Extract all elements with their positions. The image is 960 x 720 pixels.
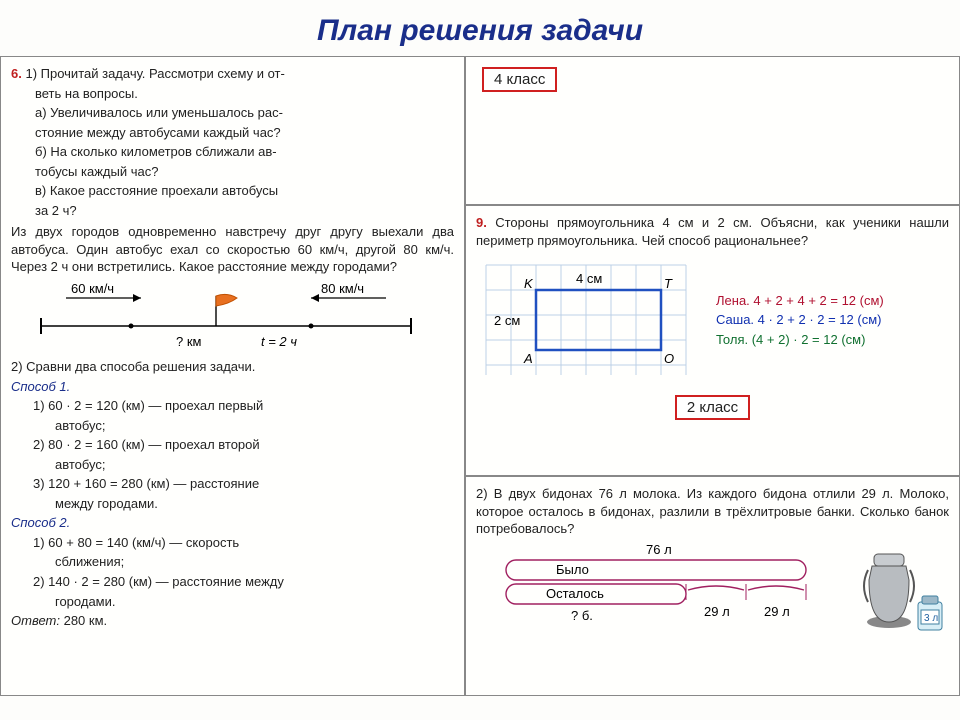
task6-line2: 2) Сравни два способа решения задачи. (11, 358, 454, 376)
speed2-label: 80 км/ч (321, 281, 364, 296)
solutions-block: Способ 1. 1) 60 · 2 = 120 (км) — проехал… (11, 378, 454, 630)
m1-1a: 1) 60 · 2 = 120 (км) — проехал первый (33, 397, 454, 415)
task6-number: 6. (11, 66, 22, 81)
rectangle-diagram: 4 см 2 см K T A O (476, 255, 706, 385)
svg-text:3 л: 3 л (924, 613, 938, 624)
answer-value: 280 км. (64, 613, 108, 628)
task6-b1: б) На сколько километров сближали ав- (11, 143, 454, 161)
task6-line1b: веть на вопросы. (11, 85, 454, 103)
svg-text:? б.: ? б. (571, 608, 593, 623)
task6-a2: стояние между автобусами каждый час? (11, 124, 454, 142)
m2-2b: городами. (55, 593, 454, 611)
page-title: План решения задачи (0, 0, 960, 56)
milk-body: В двух бидонах 76 л молока. Из каждого б… (476, 486, 949, 536)
task6-b2: тобусы каждый час? (11, 163, 454, 181)
svg-text:29 л: 29 л (704, 604, 730, 619)
task9-number: 9. (476, 215, 487, 230)
svg-text:76 л: 76 л (646, 542, 672, 557)
milk-task-panel: 2) В двух бидонах 76 л молока. Из каждог… (465, 476, 960, 696)
time-label: t = 2 ч (261, 334, 297, 349)
m1-3b: между городами. (55, 495, 454, 513)
dist-label: ? км (176, 334, 202, 349)
right-top-panel: 4 класс (465, 56, 960, 205)
task6-c1: в) Какое расстояние проехали автобусы (11, 182, 454, 200)
m1-3a: 3) 120 + 160 = 280 (км) — расстояние (33, 475, 454, 493)
sasha-answer: Саша. 4 · 2 + 2 · 2 = 12 (см) (716, 311, 884, 329)
svg-text:A: A (523, 351, 533, 366)
student-answers: Лена. 4 + 2 + 4 + 2 = 12 (см) Саша. 4 · … (716, 290, 884, 351)
milk-can-icon: 3 л (854, 540, 949, 640)
grade4-badge: 4 класс (482, 67, 557, 92)
m1-1b: автобус; (55, 417, 454, 435)
m1-2a: 2) 80 · 2 = 160 (км) — проехал второй (33, 436, 454, 454)
svg-text:Было: Было (556, 562, 589, 577)
speed1-label: 60 км/ч (71, 281, 114, 296)
method2-label: Способ 2. (11, 514, 454, 532)
task9-panel: 9. Стороны прямоугольника 4 см и 2 см. О… (465, 205, 960, 476)
svg-text:K: K (524, 276, 534, 291)
svg-text:29 л: 29 л (764, 604, 790, 619)
svg-text:O: O (664, 351, 674, 366)
tolya-answer: Толя. (4 + 2) · 2 = 12 (см) (716, 331, 884, 349)
milk-diagram: 76 л Было Осталось 29 л 29 л ? б. (476, 540, 854, 640)
m2-1b: сближения; (55, 553, 454, 571)
m2-2a: 2) 140 · 2 = 280 (км) — расстояние между (33, 573, 454, 591)
task6-a1: а) Увеличивалось или уменьшалось рас- (11, 104, 454, 122)
task6-line1: 1) Прочитай задачу. Рассмотри схему и от… (25, 66, 284, 81)
svg-text:4 см: 4 см (576, 271, 602, 286)
task6-c2: за 2 ч? (11, 202, 454, 220)
bus-diagram: 60 км/ч 80 км/ч ? км t = 2 ч (11, 278, 441, 356)
task6-panel: 6. 1) Прочитай задачу. Рассмотри схему и… (0, 56, 465, 696)
m1-2b: автобус; (55, 456, 454, 474)
svg-text:2 см: 2 см (494, 313, 520, 328)
method1-label: Способ 1. (11, 378, 454, 396)
svg-text:T: T (664, 276, 673, 291)
grade2-badge: 2 класс (675, 395, 750, 420)
answer-label: Ответ: (11, 613, 60, 628)
svg-text:Осталось: Осталось (546, 586, 604, 601)
m2-1a: 1) 60 + 80 = 140 (км/ч) — скорость (33, 534, 454, 552)
content-grid: 6. 1) Прочитай задачу. Рассмотри схему и… (0, 56, 960, 696)
task6-body: Из двух городов одновременно навстречу д… (11, 223, 454, 276)
lena-answer: Лена. 4 + 2 + 4 + 2 = 12 (см) (716, 292, 884, 310)
milk-2-label: 2) (476, 486, 488, 501)
task9-body: Стороны прямоугольника 4 см и 2 см. Объя… (476, 215, 949, 248)
